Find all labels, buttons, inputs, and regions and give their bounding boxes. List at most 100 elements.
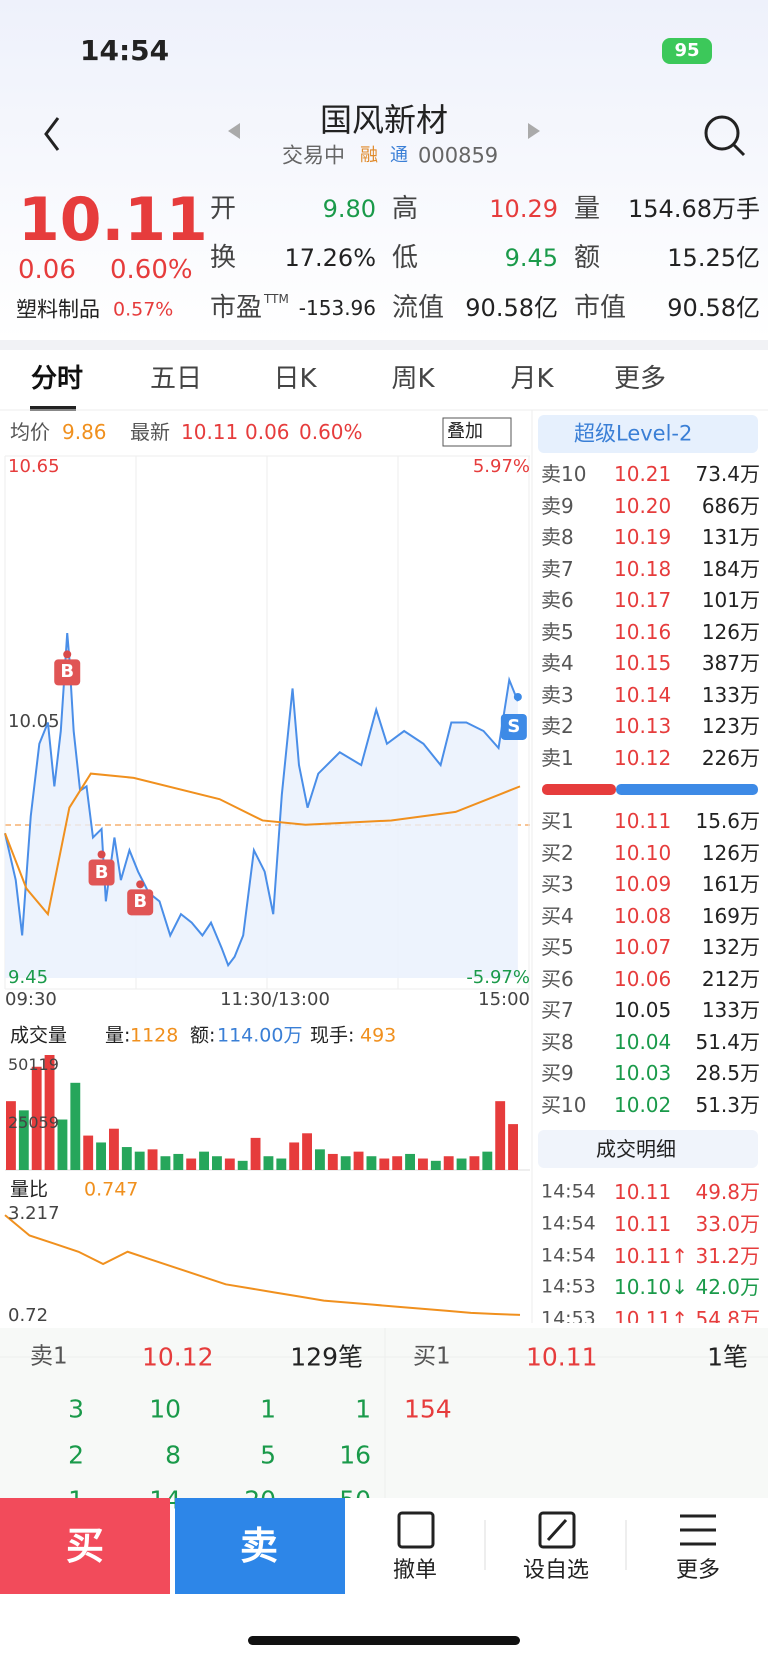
- book-volume: 126万: [701, 840, 760, 865]
- tab[interactable]: 月K: [510, 364, 554, 394]
- search-icon: [731, 142, 746, 157]
- trade-dot: [97, 850, 106, 859]
- overlay-button[interactable]: [442, 417, 512, 447]
- book-volume: 51.4万: [695, 1029, 760, 1054]
- queue-order: 10: [149, 1394, 181, 1424]
- trade-badge: [127, 889, 154, 916]
- volume-bar: [340, 1156, 351, 1170]
- tab-indicator: [30, 406, 76, 411]
- book-label: 卖9: [541, 493, 574, 518]
- buy-label[interactable]: 买: [65, 1524, 105, 1568]
- ratio-title[interactable]: 量比: [10, 1178, 49, 1201]
- book-volume: 123万: [701, 714, 760, 738]
- trades-title[interactable]: 成交明细: [596, 1137, 676, 1161]
- volume-bar: [289, 1142, 300, 1170]
- volume-bar: [6, 1101, 16, 1170]
- book-label: 买3: [541, 872, 574, 896]
- y-tick-label: 0.72: [8, 1305, 49, 1327]
- book-label: 卖6: [541, 588, 574, 612]
- book-price: 10.05: [614, 998, 672, 1022]
- book-volume: 132万: [701, 935, 760, 959]
- book-label: 买5: [541, 935, 574, 959]
- volume-bar: [315, 1149, 325, 1170]
- queue-order: 154: [404, 1394, 452, 1424]
- trade-volume: 33.0万: [695, 1211, 760, 1236]
- book-volume: 73.4万: [695, 462, 760, 486]
- overlay[interactable]: 叠加: [447, 421, 483, 442]
- header-bg: [0, 0, 768, 340]
- sell-label[interactable]: 卖: [239, 1524, 279, 1568]
- volume-bar: [379, 1158, 390, 1170]
- pct-label: -5.97%: [466, 967, 530, 988]
- latest-label: 最新: [130, 420, 170, 444]
- book-volume: 161万: [701, 872, 760, 896]
- level2-link[interactable]: 超级Level-2: [574, 421, 693, 446]
- clock: 14:54: [80, 34, 170, 67]
- clip: [0, 1323, 768, 1328]
- book-price: 10.19: [614, 525, 672, 549]
- trade-state: 交易中: [282, 143, 345, 168]
- book-label: 买10: [541, 1092, 587, 1117]
- change: 0.06: [18, 255, 76, 285]
- stat-value: 154.68万手: [628, 195, 760, 223]
- volume-bar: [44, 1055, 55, 1170]
- queue-order: 8: [165, 1440, 181, 1469]
- trades-bg[interactable]: [538, 1130, 758, 1168]
- ratio-line: [4, 1214, 521, 1316]
- volume-bar: [430, 1160, 441, 1170]
- book-price: 10.12: [614, 745, 672, 770]
- volume-title[interactable]: 成交量: [10, 1024, 68, 1047]
- trade-price: 10.11: [614, 1211, 672, 1236]
- tab[interactable]: 日K: [273, 364, 317, 394]
- trade-time: 14:53: [541, 1275, 596, 1298]
- trade-badge: [500, 713, 527, 740]
- trade-badge-label: B: [94, 861, 109, 883]
- value: 1128: [130, 1024, 179, 1047]
- book-volume: 169万: [701, 903, 760, 928]
- tab[interactable]: 分时: [30, 364, 84, 394]
- divider: [0, 340, 768, 350]
- book-label: 卖4: [541, 651, 574, 675]
- book-volume: 212万: [701, 966, 760, 991]
- book-volume: 126万: [701, 619, 760, 644]
- buy-button[interactable]: [0, 1498, 170, 1594]
- book-label: 买4: [541, 903, 574, 928]
- trade-dot: [136, 880, 145, 889]
- level2-bg[interactable]: [538, 415, 758, 453]
- volume-bar: [134, 1151, 145, 1170]
- book-price: 10.10: [614, 840, 672, 865]
- trade-dot: [513, 692, 522, 701]
- volume-bar: [199, 1151, 209, 1170]
- back-icon[interactable]: [44, 117, 60, 151]
- queue-label: 买1: [413, 1343, 451, 1370]
- y-label: 10.05: [8, 711, 60, 732]
- y-label: 9.45: [8, 967, 49, 988]
- next-arrow[interactable]: [528, 123, 540, 139]
- book-price: 10.16: [614, 619, 672, 644]
- queue-price: 10.11: [526, 1342, 598, 1372]
- ratio-value: 0.747: [84, 1178, 139, 1201]
- volume-bar: [83, 1135, 94, 1170]
- volume-bar: [147, 1149, 158, 1170]
- book-label: 买1: [541, 809, 574, 833]
- sell-button[interactable]: [175, 1498, 345, 1594]
- book-label: 卖7: [541, 556, 574, 581]
- trade-volume: 42.0万: [695, 1275, 760, 1300]
- search-icon[interactable]: [704, 115, 740, 151]
- stat-value: -153.96: [298, 296, 376, 320]
- tab[interactable]: 五日: [149, 364, 203, 394]
- volume-bar: [109, 1128, 119, 1170]
- label: 量:: [105, 1024, 131, 1047]
- book-price: 10.08: [614, 903, 672, 928]
- prev-arrow[interactable]: [228, 123, 240, 139]
- tool-label[interactable]: 更多: [675, 1558, 721, 1583]
- avg-label: 均价: [10, 420, 50, 444]
- tool-label[interactable]: 撤单: [392, 1558, 438, 1583]
- tool-label[interactable]: 设自选: [522, 1558, 590, 1583]
- book-volume: 133万: [701, 682, 760, 707]
- book-price: 10.09: [614, 872, 672, 896]
- sector-pct: 0.57%: [113, 298, 174, 321]
- tab[interactable]: 更多: [613, 364, 667, 394]
- tab[interactable]: 周K: [391, 364, 435, 394]
- price-line: [4, 632, 519, 968]
